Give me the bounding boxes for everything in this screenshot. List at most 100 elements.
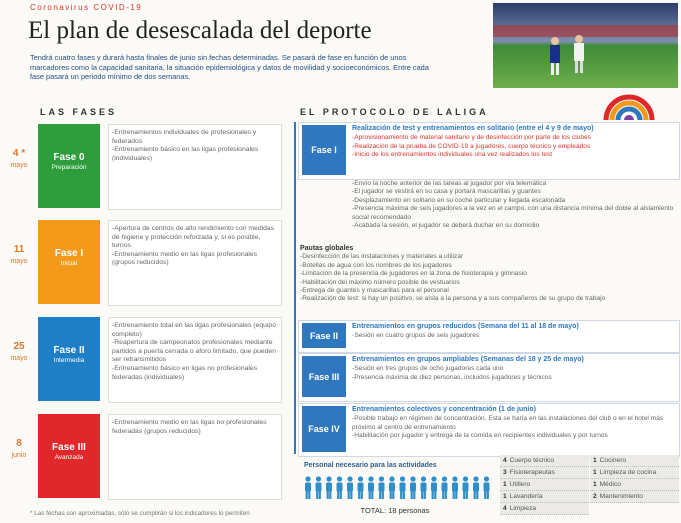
staff-role: 4 Cuerpo técnico <box>500 455 589 467</box>
staff-count: 4 <box>503 505 507 512</box>
phase-name: Fase III <box>52 442 86 453</box>
phase-name: Fase I <box>54 248 84 259</box>
staff-count: 2 <box>593 493 597 500</box>
phase-month: mayo <box>10 258 28 265</box>
phase-day: 11 <box>13 244 25 255</box>
phase-item: -Entrenamiento básico en ligas no profes… <box>112 364 258 381</box>
phase-month: junio <box>11 452 27 459</box>
protocol-heading: Entrenamientos colectivos y concentració… <box>352 406 536 413</box>
protocol-item: -Desplazamiento en solitario en su coche… <box>352 196 566 204</box>
protocol-item: -Presencia máxima de seis jugadores a la… <box>352 205 674 221</box>
staff-role: 2 Mantenimiento <box>590 491 679 503</box>
photo <box>493 3 678 88</box>
phase-month: mayo <box>10 162 28 169</box>
guideline-item: -Entrega de guantes y mascarillas para e… <box>300 287 449 295</box>
staff-role-name: Fisioterapeutas <box>509 469 555 476</box>
phase-box: Fase II Intermedia <box>38 317 100 401</box>
staff-count: 4 <box>503 457 507 464</box>
protocol-item: -Posible trabajo en régimen de concentra… <box>352 415 664 431</box>
phase-item: -Entrenamiento básico en las ligas profe… <box>112 146 259 162</box>
phase-item: -Entrenamientos individuales de profesio… <box>112 129 257 145</box>
laliga-logo <box>603 94 655 121</box>
phase-day: 25 <box>13 341 25 352</box>
staff-total: TOTAL: 18 personas <box>360 506 430 515</box>
phase-name: Fase II <box>53 345 85 356</box>
section-title: EL PROTOCOLO DE LALIGA <box>300 107 489 117</box>
protocol-phase-label: Fase III <box>302 356 346 397</box>
phase-box: Fase III Avanzada <box>38 414 100 498</box>
phase-item: -Entrenamiento total en las ligas profes… <box>112 322 276 338</box>
staff-role: 1 Limpieza de cocina <box>590 467 679 479</box>
intro: Tendrá cuatro fases y durará hasta final… <box>30 53 429 82</box>
staff-count: 3 <box>503 469 507 476</box>
phase-text: -Apertura de centros de alto rendimiento… <box>108 220 282 306</box>
staff-role-name: Lavandería <box>509 493 543 500</box>
phase-box: Fase 0 Preparación <box>38 124 100 208</box>
staff-count: 1 <box>593 481 597 488</box>
phase-item: -Apertura de centros de alto rendimiento… <box>112 225 275 250</box>
guidelines: Pautas globales -Desinfección de las inst… <box>300 245 678 304</box>
protocol-item: -Inicio de los entrenamientos individual… <box>352 151 553 159</box>
guideline-item: -Limitación de la presencia de jugadores… <box>300 270 527 278</box>
phase-day: 4 * <box>12 148 26 159</box>
protocol-phase-label: Fase I <box>302 125 346 175</box>
guidelines-title: Pautas globales <box>300 245 354 252</box>
timeline <box>294 122 296 454</box>
protocol-text: Entrenamientos colectivos y concentració… <box>352 406 676 441</box>
phase-panel <box>298 122 680 180</box>
guideline-item: -Realización de test: si hay un positivo… <box>300 295 606 303</box>
protocol-item: -Sesión en tres grupos de ocho jugadores… <box>352 365 504 373</box>
staff-role: 1 Lavandería <box>500 491 589 503</box>
protocol-item: -Aprovisionamiento de material sanitario… <box>352 134 591 142</box>
title: El plan de desescalada del deporte <box>28 17 372 44</box>
staff-count: 1 <box>503 493 507 500</box>
phase-stage: Inicial <box>60 260 78 267</box>
staff-role-name: Cuerpo técnico <box>509 457 555 464</box>
protocol-item: -El jugador se vestirá en su casa y port… <box>352 188 541 196</box>
staff-role-name: Mantenimiento <box>599 493 643 500</box>
staff-role: 1 Utillero <box>500 479 589 491</box>
staff-count: 1 <box>593 457 597 464</box>
staff-role-name: Médico <box>599 481 621 488</box>
phase-panel <box>298 320 680 353</box>
phase-stage: Avanzada <box>54 454 84 461</box>
guideline-item: -Desinfección de las instalaciones y mat… <box>300 253 464 261</box>
protocol-item: -Presencia máxima de diez personas, incl… <box>352 373 552 381</box>
protocol-extra: -Envío la noche anterior de las tareas a… <box>352 180 676 230</box>
phase-item: -Entrenamiento medio en las ligas no pro… <box>112 419 267 435</box>
section-title: LAS FASES <box>40 107 118 117</box>
staff-role-name: Cocinero <box>599 457 627 464</box>
phase-text: -Entrenamiento medio en las ligas no pro… <box>108 414 282 500</box>
phase-box: Fase I Inicial <box>38 220 100 304</box>
phase-panel <box>298 353 680 402</box>
phase-name: Fase 0 <box>53 152 85 163</box>
phase-panel <box>298 403 680 457</box>
staff-role: 3 Fisioterapeutas <box>500 467 589 479</box>
phase-text: -Entrenamientos individuales de profesio… <box>108 124 282 210</box>
staff-title: Personal necesario para las actividades <box>304 462 437 469</box>
kicker: Coronavirus COVID-19 <box>30 3 143 12</box>
guideline-item: -Habilitación del máximo número posible … <box>300 278 460 286</box>
staff-count: 1 <box>593 469 597 476</box>
staff-role-name: Limpieza de cocina <box>599 469 657 476</box>
phase-stage: Preparación <box>51 164 87 171</box>
protocol-heading: Realización de test y entrenamientos en … <box>352 125 594 132</box>
protocol-item: -Habilitación por jugador y entrega de l… <box>352 432 608 440</box>
phase-stage: Intermedia <box>53 357 85 364</box>
staff-role: 1 Cocinero <box>590 455 679 467</box>
staff-icons <box>305 476 490 499</box>
protocol-text: Realización de test y entrenamientos en … <box>352 125 676 160</box>
phase-item: -Reapertura de campeonatos profesionales… <box>112 339 276 364</box>
guideline-item: -Botellas de agua con los nombres de los… <box>300 261 452 269</box>
protocol-item: -Envío la noche anterior de las tareas a… <box>352 180 547 187</box>
protocol-text: Entrenamientos en grupos reducidos (Sema… <box>352 323 676 341</box>
phase-month: mayo <box>10 355 28 362</box>
protocol-heading: Entrenamientos en grupos reducidos (Sema… <box>352 323 579 330</box>
staff-role-name: Utillero <box>509 481 531 488</box>
protocol-text: Entrenamientos en grupos ampliables (Sem… <box>352 356 676 382</box>
staff-count: 1 <box>503 481 507 488</box>
protocol-phase-label: Fase IV <box>302 406 346 452</box>
phase-text: -Entrenamiento total en las ligas profes… <box>108 317 282 403</box>
staff-role-name: Limpieza <box>509 505 537 512</box>
protocol-phase-label: Fase II <box>302 323 346 348</box>
